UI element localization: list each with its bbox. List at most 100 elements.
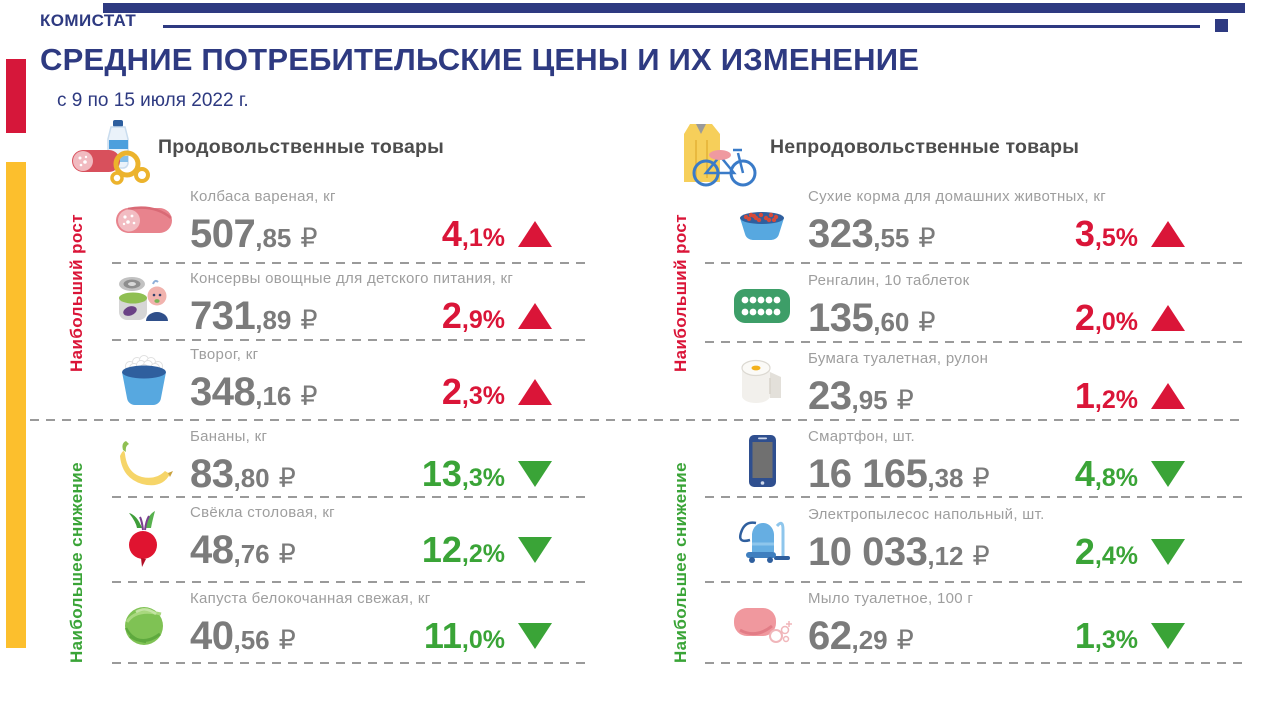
cabbage-icon bbox=[112, 592, 176, 656]
brand-rule bbox=[163, 25, 1200, 28]
ruble-sign: ₽ bbox=[972, 463, 990, 493]
product-price: 62,29 ₽ bbox=[808, 614, 914, 658]
product-name: Колбаса вареная, кг bbox=[190, 188, 336, 205]
down-triangle-icon bbox=[518, 537, 552, 563]
red-accent-bar bbox=[6, 59, 26, 133]
top-bar bbox=[103, 3, 1245, 13]
price-change: 2,9% bbox=[442, 294, 552, 338]
product-price: 10 033,12 ₽ bbox=[808, 530, 990, 574]
nonfood-decline-label: Наибольшее снижение bbox=[671, 462, 690, 663]
product-price: 731,89 ₽ bbox=[190, 294, 318, 338]
up-triangle-icon bbox=[1151, 221, 1185, 247]
price-change: 3,5% bbox=[1075, 212, 1185, 256]
up-triangle-icon bbox=[518, 221, 552, 247]
product-name: Свёкла столовая, кг bbox=[190, 504, 335, 521]
product-name: Бананы, кг bbox=[190, 428, 268, 445]
price-change: 1,2% bbox=[1075, 374, 1185, 418]
brand-name: КОМИСТАТ bbox=[40, 11, 137, 30]
ruble-sign: ₽ bbox=[278, 463, 296, 493]
up-triangle-icon bbox=[518, 303, 552, 329]
ruble-sign: ₽ bbox=[918, 223, 936, 253]
ruble-sign: ₽ bbox=[896, 625, 914, 655]
dashed-divider bbox=[112, 662, 592, 664]
product-name: Мыло туалетное, 100 г bbox=[808, 590, 974, 607]
product-row: Консервы овощные для детского питания, к… bbox=[112, 270, 552, 348]
product-row: Капуста белокочанная свежая, кг 40,56 ₽ 1… bbox=[112, 590, 552, 668]
page-title: СРЕДНИЕ ПОТРЕБИТЕЛЬСКИЕ ЦЕНЫ И ИХ ИЗМЕНЕ… bbox=[40, 42, 920, 77]
product-name: Ренгалин, 10 таблеток bbox=[808, 272, 970, 289]
product-price: 40,56 ₽ bbox=[190, 614, 296, 658]
toilet-paper-icon bbox=[730, 352, 794, 416]
product-row: Электропылесос напольный, шт. 10 033,12 ₽… bbox=[730, 506, 1185, 584]
food-category-title: Продовольственные товары bbox=[158, 136, 444, 158]
beet-icon bbox=[112, 506, 176, 570]
product-price: 48,76 ₽ bbox=[190, 528, 296, 572]
up-triangle-icon bbox=[1151, 383, 1185, 409]
product-row: Свёкла столовая, кг 48,76 ₽ 12,2% bbox=[112, 504, 552, 582]
product-price: 323,55 ₽ bbox=[808, 212, 936, 256]
price-change: 13,3% bbox=[422, 452, 552, 496]
orange-accent-bar bbox=[6, 162, 26, 648]
price-change: 2,0% bbox=[1075, 296, 1185, 340]
product-row: Творог, кг 348,16 ₽ 2,3% bbox=[112, 346, 552, 424]
product-name: Творог, кг bbox=[190, 346, 259, 363]
price-change: 2,4% bbox=[1075, 530, 1185, 574]
pet-food-bowl-icon bbox=[730, 190, 794, 254]
product-price: 348,16 ₽ bbox=[190, 370, 318, 414]
down-triangle-icon bbox=[1151, 539, 1185, 565]
dashed-divider bbox=[112, 496, 592, 498]
dashed-divider bbox=[112, 262, 592, 264]
product-price: 16 165,38 ₽ bbox=[808, 452, 990, 496]
corner-square bbox=[1215, 19, 1228, 32]
smartphone-icon bbox=[730, 430, 794, 494]
down-triangle-icon bbox=[518, 461, 552, 487]
product-name: Консервы овощные для детского питания, к… bbox=[190, 270, 514, 287]
product-name: Смартфон, шт. bbox=[808, 428, 915, 445]
section-divider bbox=[30, 419, 1245, 421]
soap-icon bbox=[730, 592, 794, 656]
down-triangle-icon bbox=[518, 623, 552, 649]
product-row: Ренгалин, 10 таблеток 135,60 ₽ 2,0% bbox=[730, 272, 1185, 350]
product-name: Бумага туалетная, рулон bbox=[808, 350, 989, 367]
nonfood-category-title: Непродовольственные товары bbox=[770, 136, 1080, 158]
down-triangle-icon bbox=[1151, 623, 1185, 649]
food-growth-label: Наибольший рост bbox=[67, 213, 86, 372]
nonfood-category-icon bbox=[676, 118, 760, 188]
dashed-divider bbox=[112, 339, 592, 341]
ruble-sign: ₽ bbox=[918, 307, 936, 337]
sausage-icon bbox=[112, 190, 176, 254]
product-row: Бумага туалетная, рулон 23,95 ₽ 1,2% bbox=[730, 350, 1185, 428]
ruble-sign: ₽ bbox=[278, 539, 296, 569]
product-name: Капуста белокочанная свежая, кг bbox=[190, 590, 431, 607]
dashed-divider bbox=[705, 262, 1245, 264]
product-row: Колбаса вареная, кг 507,85 ₽ 4,1% bbox=[112, 188, 552, 266]
ruble-sign: ₽ bbox=[896, 385, 914, 415]
food-decline-label: Наибольшее снижение bbox=[67, 462, 86, 663]
product-row: Мыло туалетное, 100 г 62,29 ₽ 1,3% bbox=[730, 590, 1185, 668]
product-price: 83,80 ₽ bbox=[190, 452, 296, 496]
food-category-icon bbox=[70, 120, 154, 186]
dashed-divider bbox=[705, 662, 1245, 664]
product-row: Бананы, кг 83,80 ₽ 13,3% bbox=[112, 428, 552, 506]
ruble-sign: ₽ bbox=[300, 223, 318, 253]
product-row: Сухие корма для домашних животных, кг 32… bbox=[730, 188, 1185, 266]
ruble-sign: ₽ bbox=[972, 541, 990, 571]
price-change: 4,8% bbox=[1075, 452, 1185, 496]
product-name: Сухие корма для домашних животных, кг bbox=[808, 188, 1106, 205]
price-change: 2,3% bbox=[442, 370, 552, 414]
price-change: 11,0% bbox=[424, 614, 552, 658]
pill-blister-icon bbox=[730, 274, 794, 338]
dashed-divider bbox=[705, 581, 1245, 583]
product-row: Смартфон, шт. 16 165,38 ₽ 4,8% bbox=[730, 428, 1185, 506]
ruble-sign: ₽ bbox=[300, 381, 318, 411]
ruble-sign: ₽ bbox=[278, 625, 296, 655]
up-triangle-icon bbox=[518, 379, 552, 405]
price-change: 4,1% bbox=[442, 212, 552, 256]
dashed-divider bbox=[705, 496, 1245, 498]
baby-food-can-icon bbox=[112, 272, 176, 336]
price-change: 1,3% bbox=[1075, 614, 1185, 658]
dashed-divider bbox=[112, 581, 592, 583]
down-triangle-icon bbox=[1151, 461, 1185, 487]
product-name: Электропылесос напольный, шт. bbox=[808, 506, 1045, 523]
